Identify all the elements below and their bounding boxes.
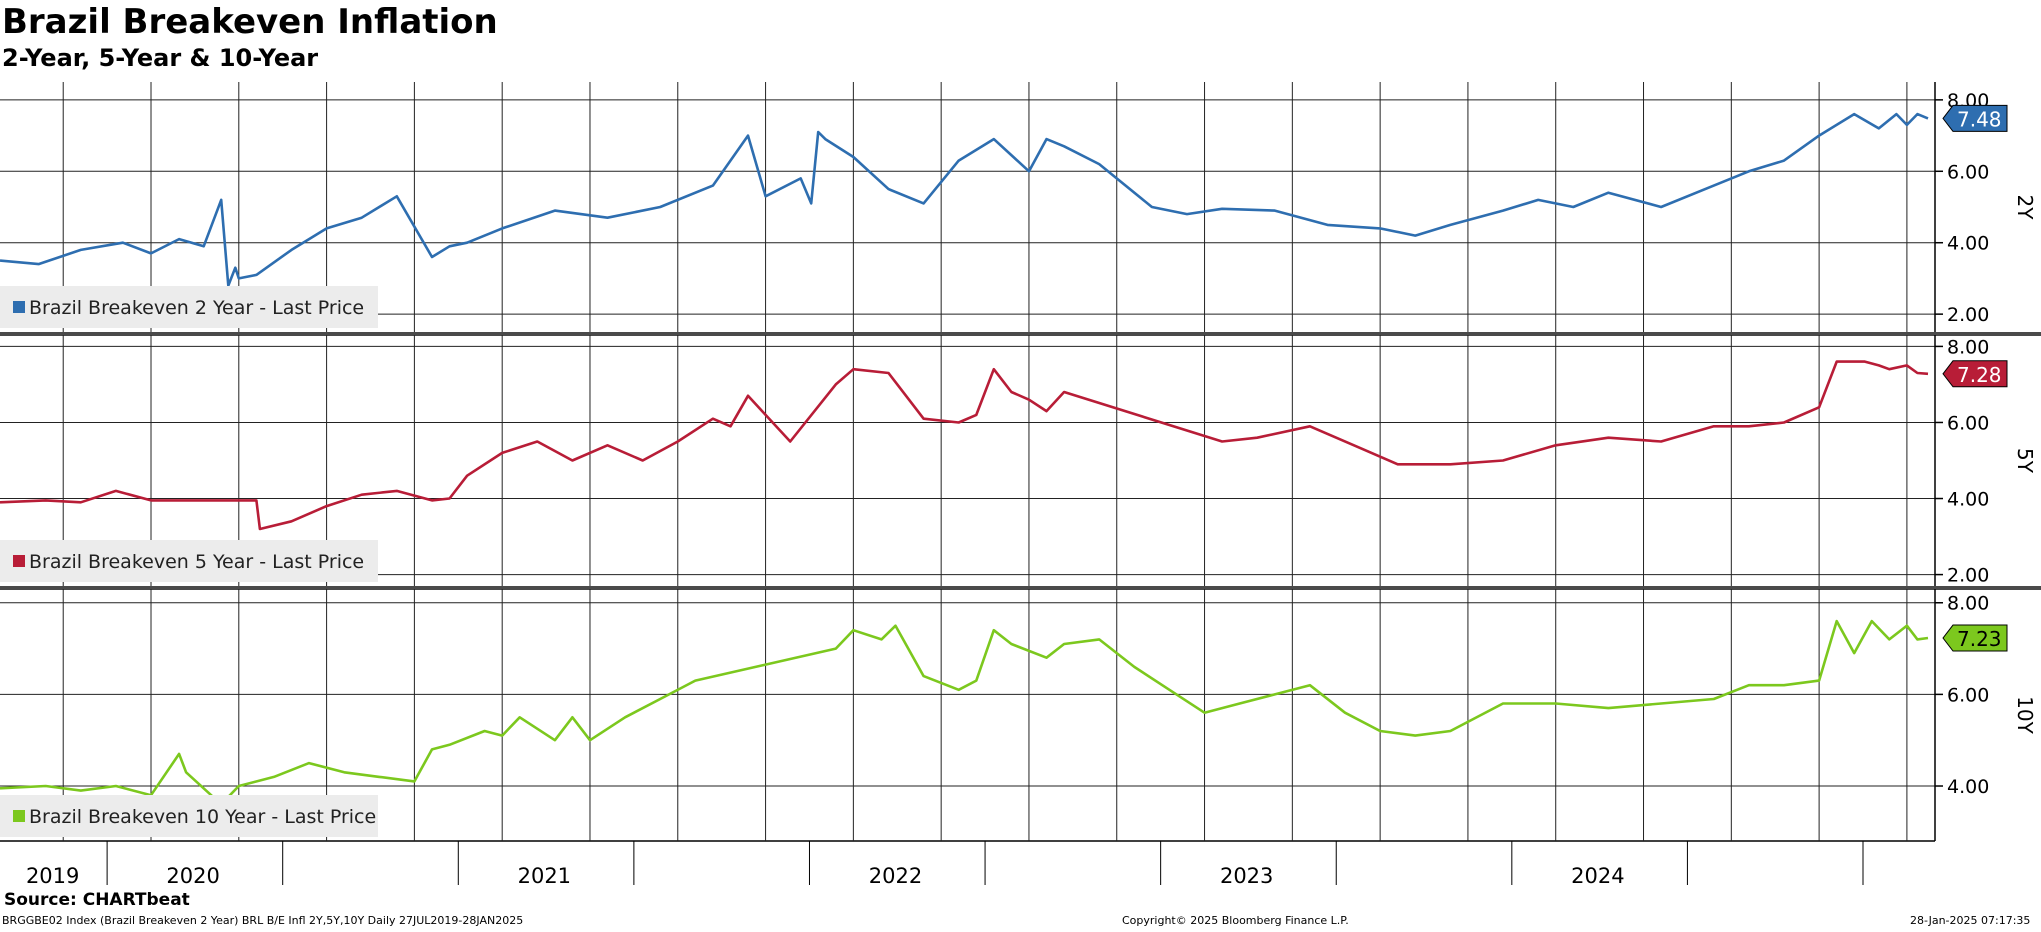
breakeven-chart: 8.00 6.00 4.00 2.00 2Y 7.48 Brazil Breakeven 2… [0, 82, 2041, 885]
legend-box [0, 540, 378, 582]
x-tick-label: 2020 [166, 864, 219, 885]
x-tick-label: 2019 [26, 864, 79, 885]
y-tick-label: 4.00 [1947, 233, 1989, 255]
legend-label: Brazil Breakeven 2 Year - Last Price [29, 297, 364, 319]
series-line [0, 112, 1929, 287]
x-tick-label: 2022 [869, 864, 922, 885]
y-tick-label: 6.00 [1947, 412, 1989, 434]
series-line [0, 619, 1929, 806]
x-tick-label: 2021 [518, 864, 571, 885]
y-tick-label: 6.00 [1947, 684, 1989, 706]
last-value-tag [1942, 360, 2008, 388]
legend-swatch [13, 810, 25, 822]
legend-label: Brazil Breakeven 5 Year - Last Price [29, 551, 364, 573]
panel-axis-label: 10Y [2013, 696, 2037, 734]
chart-subtitle: 2-Year, 5-Year & 10-Year [2, 44, 319, 72]
footer-index-info: BRGGBE02 Index (Brazil Breakeven 2 Year)… [2, 914, 524, 927]
panel-separator [0, 586, 2041, 590]
y-tick-label: 6.00 [1947, 161, 1989, 183]
x-tick-label: 2024 [1571, 864, 1624, 885]
panel-axis-label: 5Y [2013, 448, 2037, 474]
panel-separator [0, 332, 2041, 336]
legend-swatch [13, 555, 25, 567]
footer-copyright: Copyright© 2025 Bloomberg Finance L.P. [1122, 914, 1349, 927]
legend-label: Brazil Breakeven 10 Year - Last Price [29, 806, 376, 828]
last-value-tag [1942, 624, 2008, 652]
footer-timestamp: 28-Jan-2025 07:17:35 [1910, 914, 2031, 927]
source-note: Source: CHARTbeat [4, 890, 190, 910]
panel-axis-label: 2Y [2013, 195, 2037, 221]
y-tick-label: 8.00 [1947, 336, 1989, 358]
y-tick-label: 2.00 [1947, 304, 1989, 326]
y-tick-label: 4.00 [1947, 776, 1989, 798]
legend-box [0, 795, 378, 837]
y-tick-label: 2.00 [1947, 565, 1989, 587]
y-tick-label: 4.00 [1947, 489, 1989, 511]
last-value-tag [1942, 104, 2008, 132]
last-value-label: 7.28 [1957, 363, 2002, 387]
y-tick-label: 8.00 [1947, 593, 1989, 615]
legend-swatch [13, 301, 25, 313]
last-value-label: 7.23 [1957, 627, 2002, 651]
last-value-label: 7.48 [1957, 107, 2002, 131]
series-line [0, 360, 1929, 531]
chart-title: Brazil Breakeven Inflation [2, 2, 498, 42]
legend-box [0, 286, 378, 328]
x-tick-label: 2023 [1220, 864, 1273, 885]
